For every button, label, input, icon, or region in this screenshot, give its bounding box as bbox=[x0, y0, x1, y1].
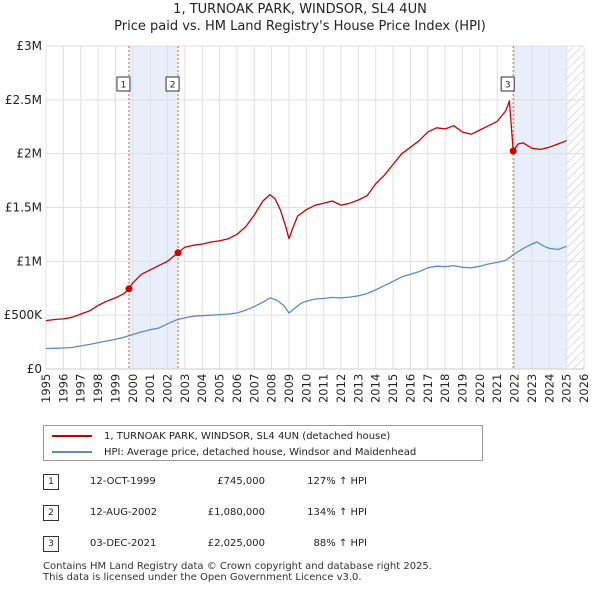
sale-hpi-change: 127% ↑ HPI bbox=[307, 476, 367, 487]
sale-label-text: 1 bbox=[121, 81, 127, 91]
x-tick-label: 2019 bbox=[456, 374, 470, 403]
x-tick-label: 2020 bbox=[473, 374, 487, 403]
sale-number-badge: 3 bbox=[43, 536, 59, 552]
x-tick-label: 1998 bbox=[91, 374, 105, 403]
x-tick-label: 2009 bbox=[282, 374, 296, 403]
x-tick-label: 2023 bbox=[525, 374, 539, 403]
x-tick-label: 1999 bbox=[108, 374, 122, 403]
sale-row: 2 12-AUG-2002 £1,080,000 134% ↑ HPI bbox=[43, 505, 443, 525]
sale-label-box bbox=[500, 76, 515, 92]
x-tick-label: 2005 bbox=[213, 374, 227, 403]
sale-label-box bbox=[116, 76, 131, 92]
x-tick-label: 2013 bbox=[351, 374, 365, 403]
chart-subtitle: Price paid vs. HM Land Registry's House … bbox=[114, 19, 486, 34]
x-tick-label: 2008 bbox=[265, 374, 279, 403]
legend: 1, TURNOAK PARK, WINDSOR, SL4 4UN (detac… bbox=[43, 425, 483, 461]
sale-marker-lines bbox=[128, 46, 514, 369]
x-tick-label: 1995 bbox=[39, 374, 53, 403]
x-tick-label: 2025 bbox=[560, 374, 574, 403]
sale-hpi-change: 134% ↑ HPI bbox=[307, 507, 367, 518]
x-tick-label: 2002 bbox=[160, 374, 174, 403]
legend-item-hpi: HPI: Average price, detached house, Wind… bbox=[52, 444, 416, 460]
x-tick-label: 2022 bbox=[508, 374, 522, 403]
x-tick-label: 2016 bbox=[403, 374, 417, 403]
y-tick-label: £2M bbox=[16, 147, 42, 161]
sale-point bbox=[125, 285, 133, 293]
y-tick-label: £2.5M bbox=[5, 93, 42, 107]
chart-title: 1, TURNOAK PARK, WINDSOR, SL4 4UN bbox=[173, 2, 427, 17]
sale-row: 3 03-DEC-2021 £2,025,000 88% ↑ HPI bbox=[43, 536, 443, 556]
x-tick-label: 2021 bbox=[490, 374, 504, 403]
series bbox=[45, 100, 567, 350]
sale-date: 03-DEC-2021 bbox=[90, 538, 157, 549]
sale-row: 1 12-OCT-1999 £745,000 127% ↑ HPI bbox=[43, 474, 443, 494]
sale-hpi-change: 88% ↑ HPI bbox=[313, 538, 367, 549]
x-tick-label: 2004 bbox=[195, 374, 209, 403]
sale-label-text: 3 bbox=[505, 81, 511, 91]
x-tick-label: 2015 bbox=[386, 374, 400, 403]
sale-labels: 1 2 3 bbox=[116, 76, 515, 92]
x-tick-label: 2018 bbox=[438, 374, 452, 403]
legend-swatch-hpi bbox=[52, 451, 92, 453]
x-tick-label: 2010 bbox=[299, 374, 313, 403]
y-tick-label: £500K bbox=[4, 308, 44, 322]
legend-item-property: 1, TURNOAK PARK, WINDSOR, SL4 4UN (detac… bbox=[52, 428, 390, 444]
y-tick-label: £3M bbox=[16, 39, 42, 53]
sale-number-badge: 1 bbox=[43, 474, 59, 490]
property-price-line bbox=[45, 100, 567, 322]
x-tick-label: 2011 bbox=[317, 374, 331, 403]
x-tick-label: 2026 bbox=[577, 374, 591, 403]
sale-number-badge: 2 bbox=[43, 505, 59, 521]
sale-label-text: 2 bbox=[170, 81, 176, 91]
x-tick-label: 2017 bbox=[421, 374, 435, 403]
sale-points bbox=[125, 147, 517, 293]
x-tick-label: 1997 bbox=[74, 374, 88, 403]
footer-copyright: Contains HM Land Registry data © Crown c… bbox=[43, 561, 432, 572]
sale-point bbox=[174, 249, 182, 257]
grid bbox=[45, 45, 585, 370]
x-tick-label: 2014 bbox=[369, 374, 383, 403]
x-tick-label: 2000 bbox=[126, 374, 140, 403]
legend-swatch-property bbox=[52, 435, 92, 437]
sale-label: 1 bbox=[116, 76, 131, 92]
x-tick-label: 2024 bbox=[542, 374, 556, 403]
y-tick-label: £1.5M bbox=[5, 201, 42, 215]
y-tick-label: £0 bbox=[27, 362, 42, 376]
x-tick-label: 2003 bbox=[178, 374, 192, 403]
x-tick-label: 2001 bbox=[143, 374, 157, 403]
y-tick-label: £1M bbox=[16, 254, 42, 268]
x-tick-label: 2006 bbox=[230, 374, 244, 403]
hpi-line bbox=[45, 241, 567, 350]
x-tick-label: 2007 bbox=[247, 374, 261, 403]
sale-price: £1,080,000 bbox=[207, 507, 265, 518]
legend-label-hpi: HPI: Average price, detached house, Wind… bbox=[104, 446, 417, 458]
chart: 1 2 3 £0 £500K £1M £1.5M £2M £2.5M £3M 1995 1996 19… bbox=[4, 39, 591, 403]
sale-date: 12-AUG-2002 bbox=[90, 507, 158, 518]
sale-price: £2,025,000 bbox=[207, 538, 265, 549]
x-tick-label: 1996 bbox=[56, 374, 70, 403]
sale-label: 2 bbox=[165, 76, 180, 92]
sale-point bbox=[509, 147, 517, 155]
sale-price: £745,000 bbox=[217, 476, 265, 487]
footer-licence: This data is licensed under the Open Gov… bbox=[43, 572, 362, 583]
legend-label-property: 1, TURNOAK PARK, WINDSOR, SL4 4UN (detac… bbox=[104, 430, 391, 442]
sale-label: 3 bbox=[500, 76, 515, 92]
sale-date: 12-OCT-1999 bbox=[90, 476, 156, 487]
sale-label-box bbox=[165, 76, 180, 92]
x-tick-label: 2012 bbox=[334, 374, 348, 403]
